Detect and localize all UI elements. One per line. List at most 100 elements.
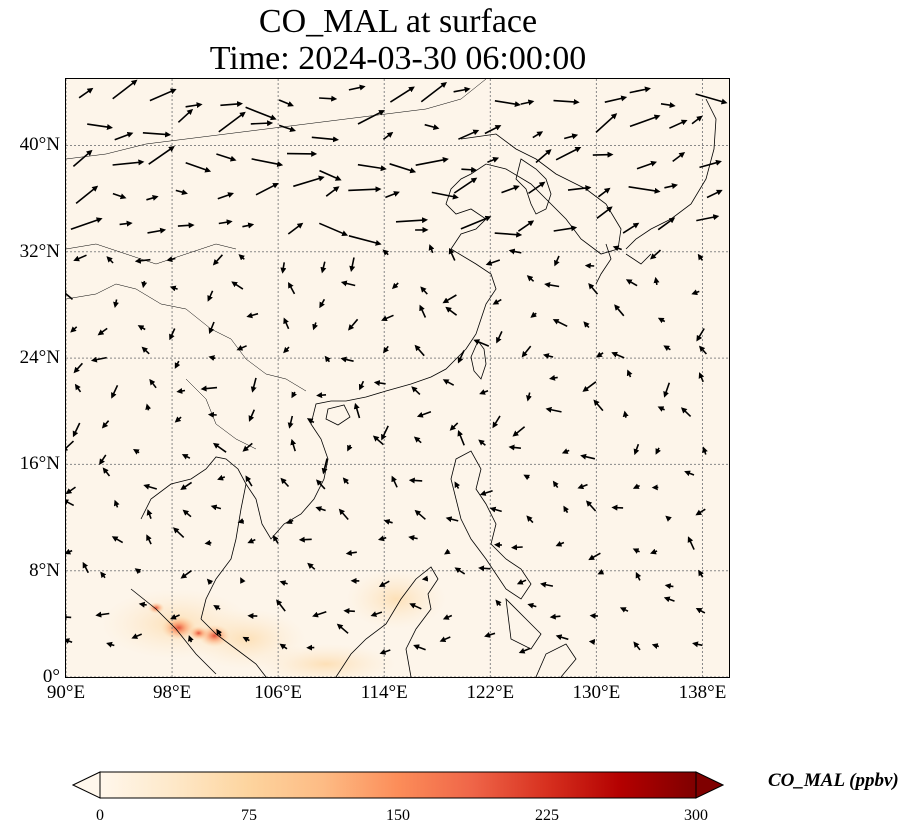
wind-arrow — [72, 149, 93, 168]
wind-arrow — [99, 454, 107, 465]
wind-arrow — [540, 581, 554, 588]
wind-arrow — [442, 294, 457, 304]
wind-arrow — [206, 578, 214, 586]
wind-arrow — [278, 124, 296, 132]
wind-arrow — [614, 304, 625, 317]
wind-arrow — [691, 115, 703, 125]
co-concentration-field — [101, 569, 446, 677]
wind-vectors — [66, 79, 728, 655]
wind-arrow — [628, 186, 661, 194]
wind-arrow — [698, 345, 707, 355]
wind-arrow — [665, 515, 672, 522]
wind-arrow — [312, 610, 327, 618]
wind-arrow — [583, 321, 590, 329]
wind-arrow — [66, 289, 74, 301]
wind-arrow — [629, 86, 651, 94]
wind-arrow — [626, 369, 633, 378]
wind-arrow — [508, 248, 522, 255]
wind-arrow — [278, 99, 294, 107]
wind-arrow — [542, 353, 554, 359]
wind-arrow — [336, 623, 349, 634]
wind-arrow — [413, 644, 426, 651]
wind-arrow — [119, 220, 133, 227]
wind-arrow — [421, 575, 429, 582]
wind-arrow — [217, 192, 234, 200]
wind-arrow — [698, 569, 704, 578]
wind-arrow — [250, 377, 257, 393]
wind-arrow — [242, 636, 250, 643]
wind-arrow — [212, 254, 223, 266]
wind-arrow — [691, 289, 700, 296]
wind-arrow — [316, 392, 327, 399]
colorbar-tick-label: 225 — [535, 807, 559, 824]
wind-arrow — [97, 327, 108, 336]
lat-tick-label: 16°N — [19, 453, 60, 475]
colorbar — [72, 771, 724, 799]
wind-arrow — [478, 439, 486, 446]
wind-arrow — [298, 536, 312, 543]
wind-arrow — [549, 613, 561, 620]
wind-arrow — [636, 160, 657, 170]
wind-arrow — [237, 518, 245, 524]
wind-arrow — [655, 447, 661, 455]
wind-arrow — [532, 131, 544, 139]
wind-arrow — [453, 86, 471, 93]
wind-arrow — [188, 635, 194, 643]
wind-arrow — [530, 311, 537, 318]
wind-arrow — [248, 409, 256, 422]
wind-arrow — [276, 599, 286, 612]
wind-arrow — [132, 448, 140, 455]
wind-arrow — [651, 643, 660, 650]
wind-arrow — [66, 548, 73, 555]
wind-arrow — [633, 641, 641, 651]
wind-arrow — [131, 633, 143, 639]
wind-arrow — [526, 515, 534, 524]
wind-arrow — [288, 281, 296, 295]
wind-arrow — [166, 256, 176, 263]
wind-arrow — [585, 500, 597, 512]
wind-arrow — [415, 157, 449, 166]
wind-arrow — [172, 527, 185, 538]
wind-arrow — [567, 185, 592, 192]
wind-arrow — [251, 158, 284, 167]
wind-arrow — [479, 490, 493, 496]
lat-tick-label: 0° — [42, 666, 60, 687]
wind-arrow — [106, 256, 114, 264]
lon-tick-label: 130°E — [572, 682, 621, 703]
map-subtitle-time: Time: 2024-03-30 06:00:00 — [209, 40, 587, 77]
map-canvas — [66, 79, 729, 677]
wind-arrow — [182, 509, 192, 518]
wind-arrow — [492, 415, 501, 429]
wind-arrow — [318, 222, 349, 236]
wind-arrow — [291, 391, 297, 399]
wind-arrow — [247, 537, 256, 544]
wind-arrow — [142, 131, 172, 138]
co-hotspot — [161, 615, 197, 641]
wind-arrow — [445, 306, 458, 316]
colorbar-tick-label: 300 — [684, 807, 708, 824]
wind-arrow — [272, 535, 279, 544]
wind-arrow — [287, 222, 304, 235]
wind-arrow — [245, 106, 277, 121]
wind-arrow — [385, 191, 400, 199]
wind-arrow — [379, 648, 391, 655]
wind-arrow — [660, 102, 676, 109]
wind-arrow — [593, 399, 604, 412]
wind-arrow — [555, 146, 582, 161]
wind-arrow — [180, 570, 192, 579]
wind-arrow — [148, 146, 175, 165]
wind-arrow — [563, 505, 569, 514]
wind-arrow — [377, 535, 387, 542]
wind-arrow — [319, 95, 338, 102]
wind-arrow — [220, 101, 243, 108]
wind-arrow — [395, 217, 428, 224]
wind-arrow — [174, 416, 182, 423]
map-panel — [65, 78, 730, 678]
wind-arrow — [552, 319, 568, 328]
wind-arrow — [147, 227, 167, 234]
wind-arrow — [555, 540, 565, 547]
wind-arrow — [106, 641, 115, 648]
wind-arrow — [343, 608, 355, 615]
wind-arrow — [246, 312, 259, 319]
wind-arrow — [512, 426, 526, 437]
